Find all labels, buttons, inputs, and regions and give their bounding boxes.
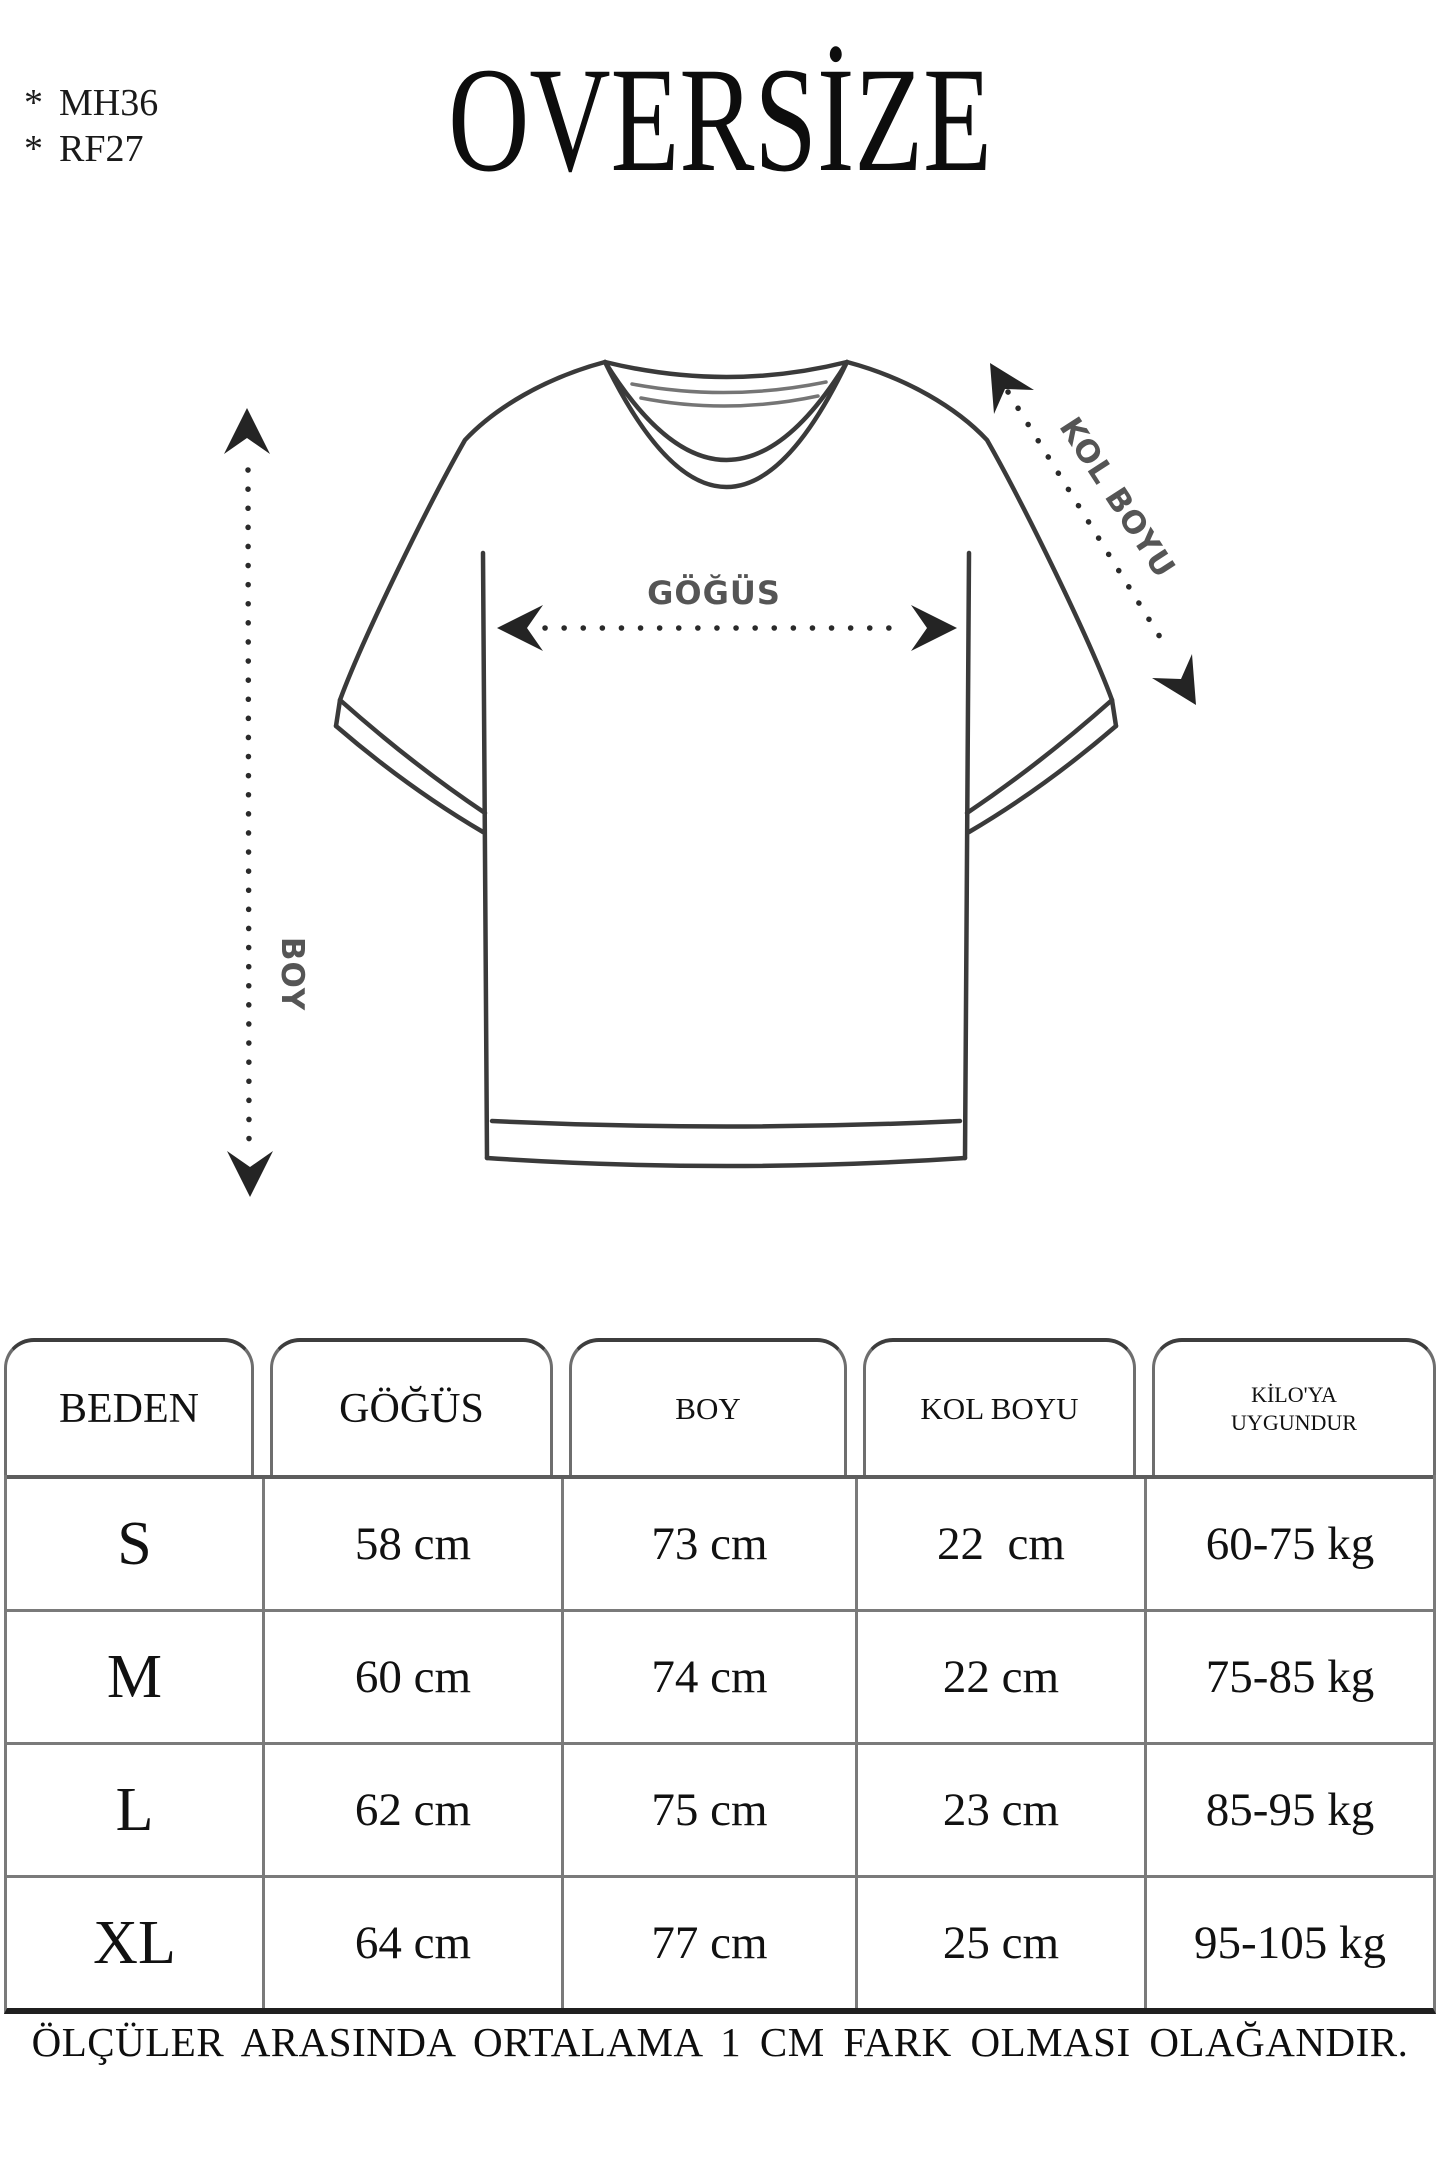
size-table-header-row: BEDEN GÖĞÜS BOY KOL BOYU KİLO'YA UYGUNDU… (4, 1338, 1436, 1475)
tshirt-left-shoulder-sleeve (333, 359, 608, 729)
product-codes: * MH36 * RF27 (24, 80, 158, 172)
column-header-kol-boyu: KOL BOYU (863, 1338, 1136, 1475)
footer-note: ÖLÇÜLER ARASINDA ORTALAMA 1 CM FARK OLMA… (31, 2019, 1409, 2065)
chest-cell: 64 cm (262, 1878, 561, 2008)
product-code: MH36 (59, 82, 159, 124)
size-table: BEDEN GÖĞÜS BOY KOL BOYU KİLO'YA UYGUNDU… (4, 1338, 1436, 2014)
sleeve-cell: 22 cm (855, 1479, 1144, 1609)
table-row-l: L 62 cm 75 cm 23 cm 85-95 kg (7, 1742, 1433, 1875)
sleeve-cell: 23 cm (855, 1745, 1144, 1875)
length-cell: 77 cm (561, 1878, 855, 2008)
chest-arrow-head-right (911, 605, 957, 651)
chest-cell: 62 cm (262, 1745, 561, 1875)
column-header-label: BOY (675, 1390, 741, 1426)
sleeve-cell: 22 cm (855, 1612, 1144, 1742)
tshirt-collar-rib-1 (630, 380, 828, 395)
column-header-label-line2: UYGUNDUR (1231, 1409, 1357, 1435)
tshirt-right-cuff-inner-line (966, 723, 1119, 835)
tshirt-body-left-edge (480, 550, 490, 1161)
column-header-label: KOL BOYU (920, 1390, 1079, 1426)
product-code: RF27 (59, 128, 144, 170)
product-code-line: * MH36 (24, 80, 158, 126)
column-header-gogus: GÖĞÜS (270, 1338, 553, 1475)
tshirt-right-cuff-outer-line (964, 697, 1115, 816)
tshirt-left-cuff-inner-line (333, 723, 486, 835)
length-arrow-head-top (224, 408, 270, 454)
tshirt-body-hem-line (489, 1118, 963, 1129)
tshirt-collar-back-top (602, 359, 850, 380)
column-header-label: GÖĞÜS (339, 1385, 484, 1432)
table-row-m: M 60 cm 74 cm 22 cm 75-85 kg (7, 1609, 1433, 1742)
page-title: OVERSİZE (448, 37, 992, 203)
tshirt-collar-front-outer (602, 359, 850, 490)
size-cell: L (115, 1775, 154, 1844)
tshirt-measurement-diagram: GÖĞÜS BOY KOL BOYU (224, 359, 1196, 1197)
sleeve-arrow-head-bottom (1152, 654, 1196, 705)
weight-cell: 60-75 kg (1144, 1479, 1433, 1609)
chest-cell: 60 cm (262, 1612, 561, 1742)
weight-cell: 95-105 kg (1144, 1878, 1433, 2008)
tshirt-collar-rib-2 (639, 394, 820, 408)
tshirt-left-cuff-outer-line (337, 697, 488, 816)
length-cell: 73 cm (561, 1479, 855, 1609)
table-row-xl: XL 64 cm 77 cm 25 cm 95-105 kg (7, 1875, 1433, 2008)
weight-cell: 85-95 kg (1144, 1745, 1433, 1875)
tshirt-right-shoulder-sleeve (844, 359, 1119, 729)
size-cell: S (117, 1509, 152, 1578)
column-header-kiloya-uygundur: KİLO'YA UYGUNDUR (1152, 1338, 1436, 1475)
asterisk-mark: * (24, 128, 43, 170)
column-header-boy: BOY (569, 1338, 847, 1475)
size-cell: M (106, 1642, 163, 1711)
size-cell: XL (93, 1908, 176, 1977)
length-cell: 74 cm (561, 1612, 855, 1742)
chest-cell: 58 cm (262, 1479, 561, 1609)
sleeve-arrow-dotted-line (1005, 389, 1171, 653)
chest-label: GÖĞÜS (647, 573, 781, 612)
tshirt-body-right-edge (962, 550, 972, 1161)
length-cell: 75 cm (561, 1745, 855, 1875)
weight-cell: 75-85 kg (1144, 1612, 1433, 1742)
length-arrow-dotted-line (245, 467, 252, 1143)
size-table-body: S 58 cm 73 cm 22 cm 60-75 kg M 60 cm 74 … (4, 1475, 1436, 2014)
length-label: BOY (274, 937, 310, 1011)
asterisk-mark: * (24, 82, 43, 124)
column-header-label-line1: KİLO'YA (1251, 1381, 1337, 1407)
column-header-beden: BEDEN (4, 1338, 254, 1475)
sleeve-arrow-head-top (990, 363, 1034, 414)
tshirt-body-bottom-edge (484, 1155, 968, 1169)
chest-arrow-head-left (497, 605, 543, 651)
table-row-s: S 58 cm 73 cm 22 cm 60-75 kg (7, 1475, 1433, 1609)
product-code-line: * RF27 (24, 126, 158, 172)
sleeve-label: KOL BOYU (1052, 411, 1182, 585)
sleeve-cell: 25 cm (855, 1878, 1144, 2008)
column-header-label: BEDEN (59, 1385, 199, 1432)
tshirt-collar-front-inner (602, 359, 850, 463)
length-arrow-head-bottom (227, 1151, 273, 1197)
